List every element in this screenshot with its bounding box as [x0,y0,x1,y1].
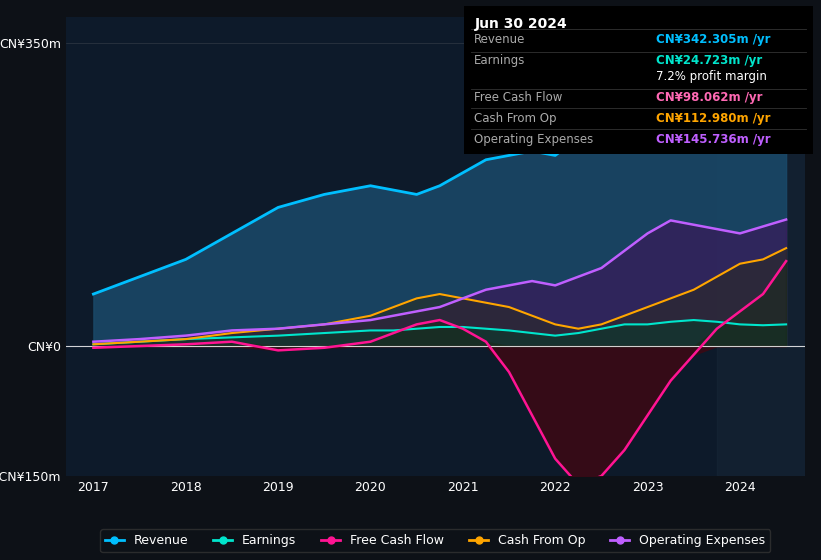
Legend: Revenue, Earnings, Free Cash Flow, Cash From Op, Operating Expenses: Revenue, Earnings, Free Cash Flow, Cash … [100,529,770,552]
Text: CN¥342.305m /yr: CN¥342.305m /yr [656,33,770,46]
Text: Jun 30 2024: Jun 30 2024 [475,17,567,31]
Bar [717,17,805,476]
Text: Free Cash Flow: Free Cash Flow [475,91,562,104]
Text: Cash From Op: Cash From Op [475,112,557,125]
Text: CN¥98.062m /yr: CN¥98.062m /yr [656,91,762,104]
Text: CN¥112.980m /yr: CN¥112.980m /yr [656,112,770,125]
Text: 7.2% profit margin: 7.2% profit margin [656,71,767,83]
Text: CN¥145.736m /yr: CN¥145.736m /yr [656,133,770,146]
Text: Earnings: Earnings [475,54,525,67]
Text: Operating Expenses: Operating Expenses [475,133,594,146]
Text: Revenue: Revenue [475,33,525,46]
Text: CN¥24.723m /yr: CN¥24.723m /yr [656,54,762,67]
